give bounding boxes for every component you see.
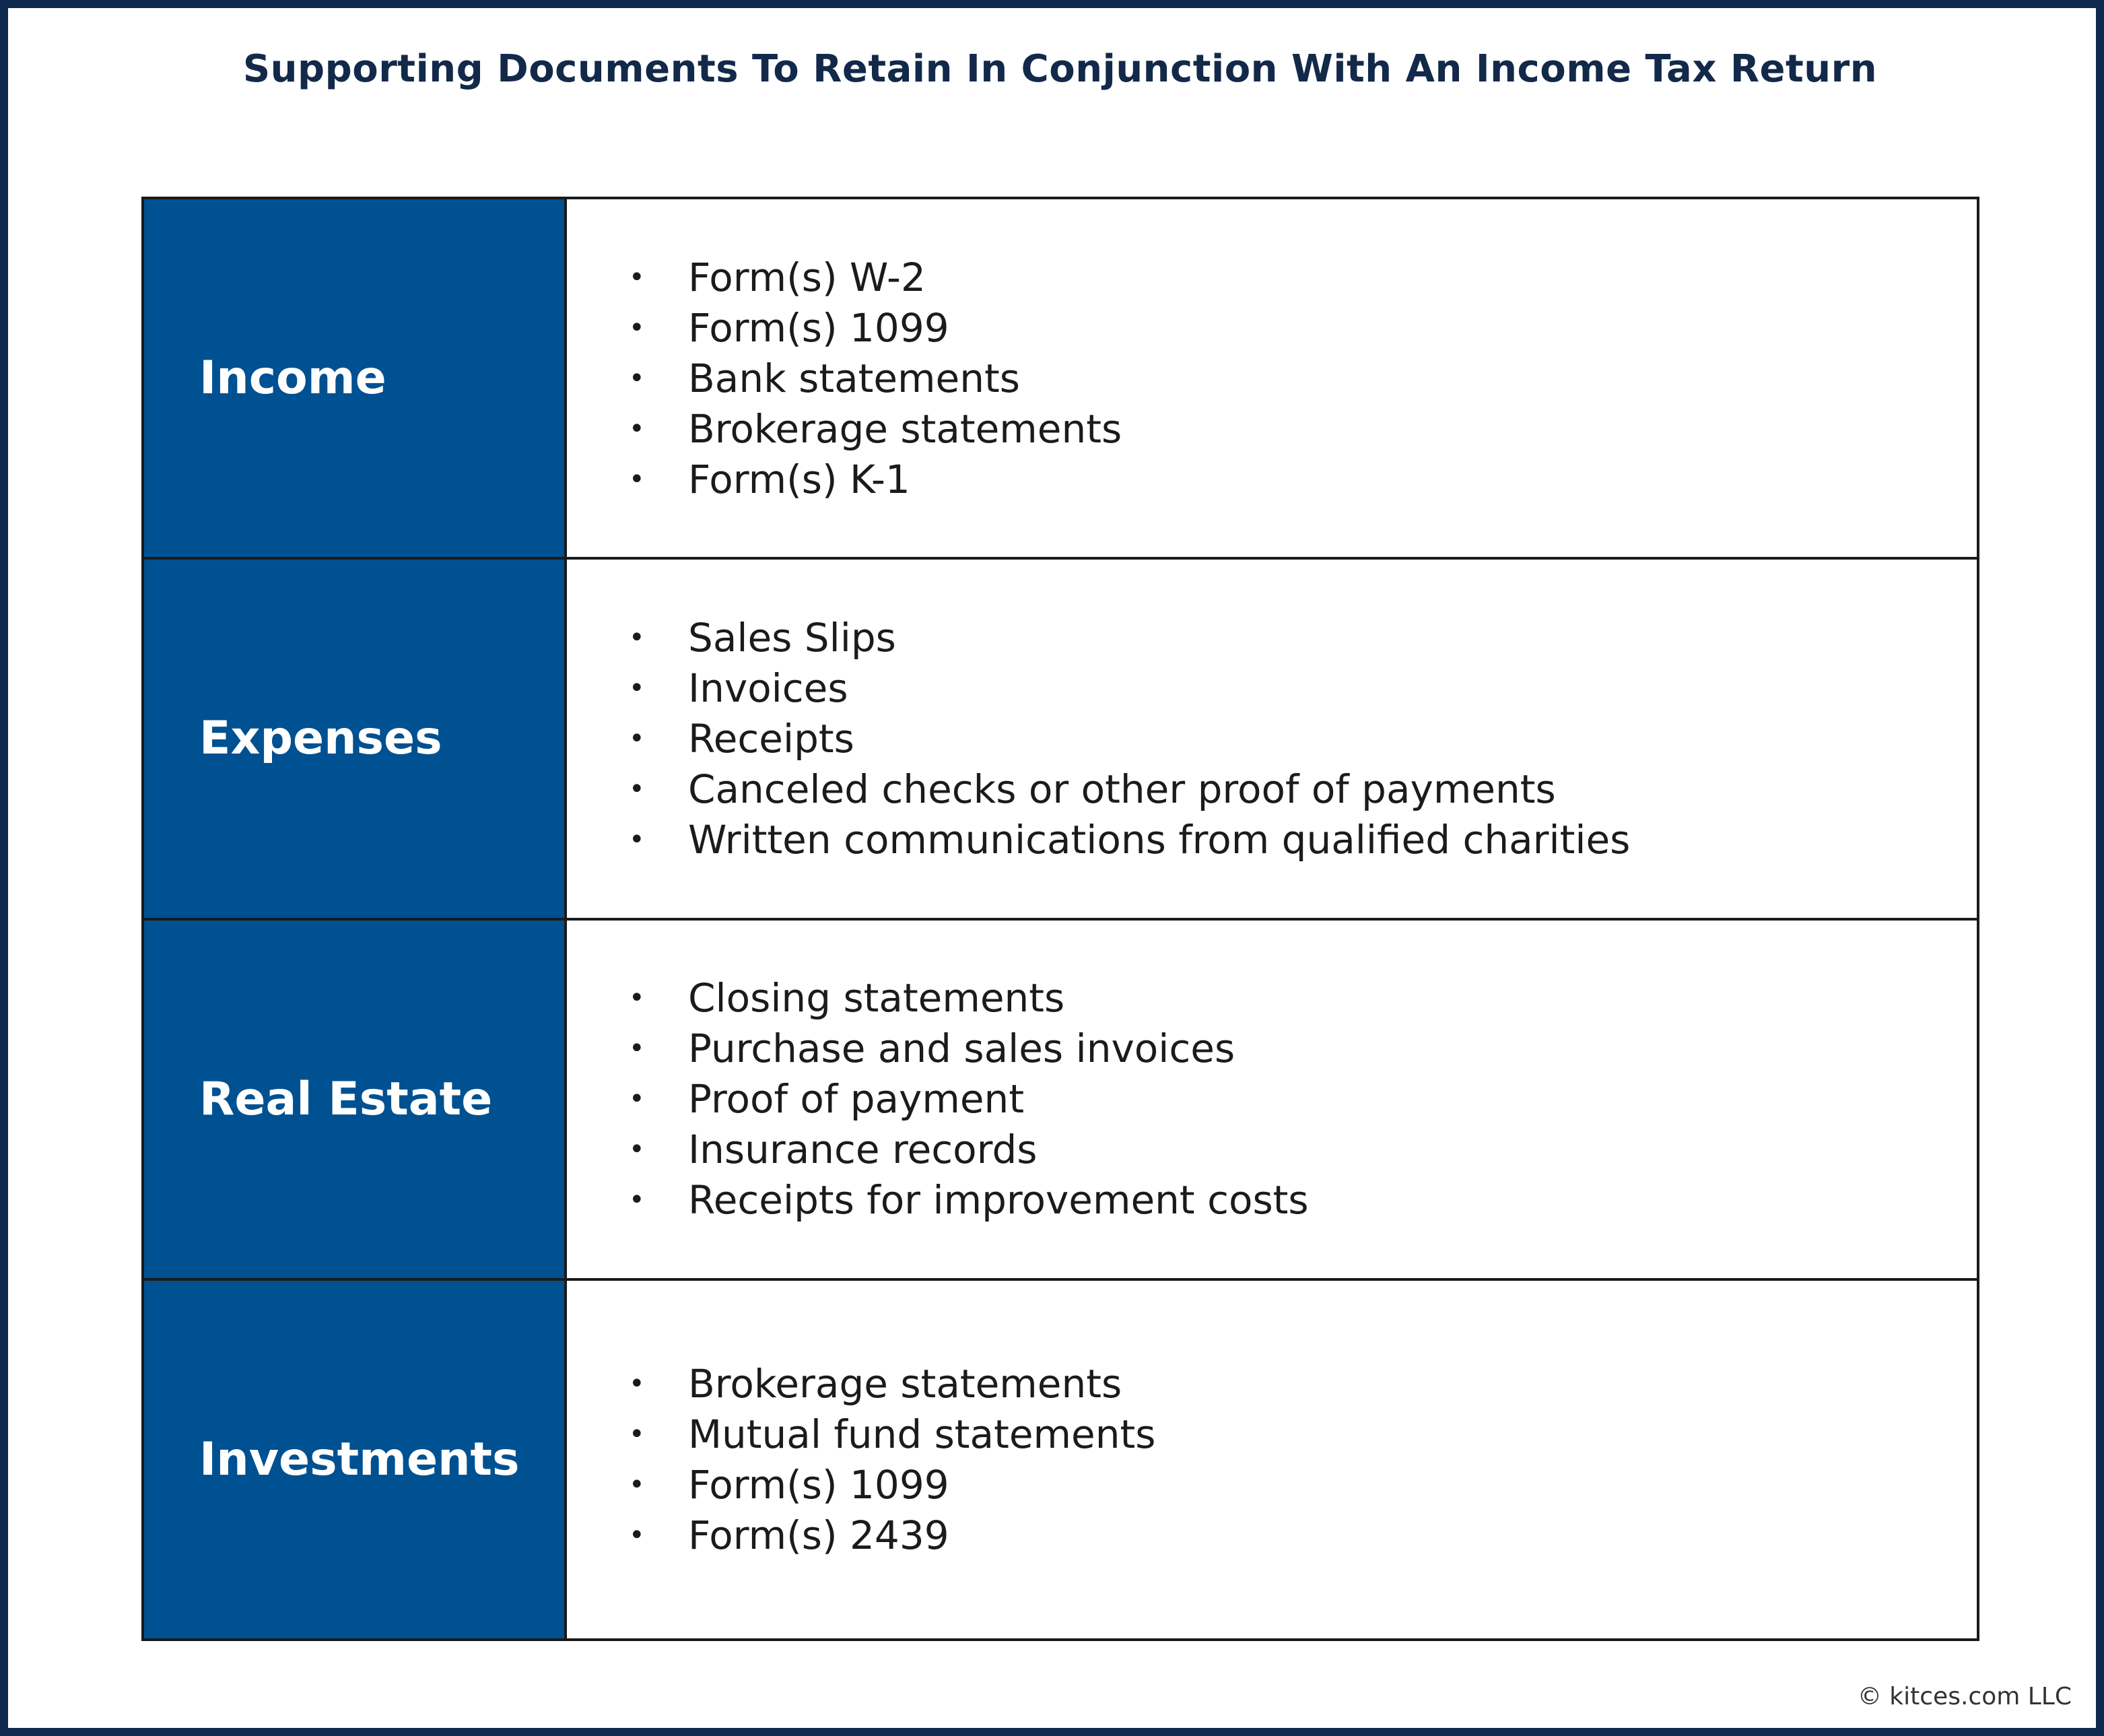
bullet-icon: • bbox=[629, 982, 645, 1014]
bullet-icon: • bbox=[629, 622, 645, 653]
bullet-icon: • bbox=[629, 413, 645, 444]
list-item: • Written communications from qualified c… bbox=[629, 814, 1630, 865]
list-item-text: Invoices bbox=[688, 665, 848, 711]
category-label: Real Estate bbox=[144, 920, 567, 1278]
list-item-text: Proof of payment bbox=[688, 1076, 1025, 1123]
category-label: Income bbox=[144, 199, 567, 558]
document-list: • Form(s) W-2 • Form(s) 1099 • Bank statement… bbox=[629, 252, 1122, 504]
list-item-text: Purchase and sales invoices bbox=[688, 1026, 1235, 1072]
list-item: • Closing statements bbox=[629, 973, 1309, 1024]
list-item-text: Form(s) K-1 bbox=[688, 456, 910, 502]
list-item-text: Form(s) 1099 bbox=[688, 1461, 949, 1508]
list-item: • Brokerage statements bbox=[629, 403, 1122, 454]
document-list: • Closing statements • Purchase and sales i… bbox=[629, 973, 1309, 1226]
list-item-text: Receipts for improvement costs bbox=[688, 1177, 1309, 1224]
list-item-text: Written communications from qualified ch… bbox=[688, 816, 1631, 863]
list-item: • Form(s) 1099 bbox=[629, 302, 1122, 353]
category-label: Expenses bbox=[144, 560, 567, 918]
document-list-cell: • Form(s) W-2 • Form(s) 1099 • Bank statement… bbox=[567, 199, 1977, 557]
list-item-text: Form(s) W-2 bbox=[688, 254, 926, 300]
list-item: • Form(s) W-2 bbox=[629, 252, 1122, 302]
bullet-icon: • bbox=[629, 672, 645, 704]
bullet-icon: • bbox=[629, 1033, 645, 1065]
list-item-text: Form(s) 2439 bbox=[688, 1512, 949, 1558]
bullet-icon: • bbox=[629, 1418, 645, 1450]
list-item: • Form(s) 2439 bbox=[629, 1510, 1155, 1560]
bullet-icon: • bbox=[629, 1083, 645, 1115]
list-item: • Mutual fund statements bbox=[629, 1409, 1155, 1459]
list-item: • Purchase and sales invoices bbox=[629, 1024, 1309, 1074]
bullet-icon: • bbox=[629, 1519, 645, 1551]
list-item: • Receipts for improvement costs bbox=[629, 1175, 1309, 1226]
list-item-text: Form(s) 1099 bbox=[688, 304, 949, 351]
bullet-icon: • bbox=[629, 773, 645, 805]
bullet-icon: • bbox=[629, 1184, 645, 1216]
list-item: • Receipts bbox=[629, 713, 1630, 764]
documents-table: Income • Form(s) W-2 • Form(s) 1099 • Bank sta… bbox=[141, 197, 1979, 1641]
bullet-icon: • bbox=[629, 723, 645, 754]
document-list: • Brokerage statements • Mutual fund statem… bbox=[629, 1358, 1155, 1560]
category-label: Investments bbox=[144, 1280, 567, 1638]
list-item-text: Insurance records bbox=[688, 1127, 1038, 1173]
list-item: • Insurance records bbox=[629, 1125, 1309, 1175]
list-item-text: Brokerage statements bbox=[688, 1360, 1122, 1407]
list-item: • Sales Slips bbox=[629, 612, 1630, 663]
document-list-cell: • Closing statements • Purchase and sales i… bbox=[567, 921, 1977, 1278]
document-list-cell: • Sales Slips • Invoices • Receipts • Canceled … bbox=[567, 560, 1977, 917]
document-list-cell: • Brokerage statements • Mutual fund statem… bbox=[567, 1281, 1977, 1638]
list-item: • Canceled checks or other proof of payme… bbox=[629, 764, 1630, 814]
table-row: Real Estate • Closing statements • Purchase … bbox=[144, 917, 1977, 1278]
list-item: • Proof of payment bbox=[629, 1074, 1309, 1125]
document-list: • Sales Slips • Invoices • Receipts • Canceled … bbox=[629, 612, 1630, 865]
bullet-icon: • bbox=[629, 1469, 645, 1500]
list-item-text: Brokerage statements bbox=[688, 405, 1122, 452]
list-item: • Form(s) 1099 bbox=[629, 1459, 1155, 1510]
list-item-text: Closing statements bbox=[688, 975, 1065, 1022]
copyright-footer: © kitces.com LLC bbox=[1857, 1683, 2072, 1710]
list-item: • Form(s) K-1 bbox=[629, 454, 1122, 504]
bullet-icon: • bbox=[629, 362, 645, 394]
bullet-icon: • bbox=[629, 824, 645, 855]
list-item-text: Mutual fund statements bbox=[688, 1411, 1156, 1457]
table-row: Expenses • Sales Slips • Invoices • Receipts • C… bbox=[144, 557, 1977, 918]
table-row: Income • Form(s) W-2 • Form(s) 1099 • Bank sta… bbox=[144, 199, 1977, 558]
bullet-icon: • bbox=[629, 463, 645, 495]
bullet-icon: • bbox=[629, 312, 645, 343]
list-item-text: Bank statements bbox=[688, 355, 1020, 401]
page-title: Supporting Documents To Retain In Conjun… bbox=[242, 47, 1878, 91]
bullet-icon: • bbox=[629, 1368, 645, 1399]
table-row: Investments • Brokerage statements • Mutual … bbox=[144, 1277, 1977, 1638]
list-item-text: Sales Slips bbox=[688, 614, 896, 661]
list-item: • Brokerage statements bbox=[629, 1358, 1155, 1409]
list-item-text: Canceled checks or other proof of paymen… bbox=[688, 766, 1556, 812]
bullet-icon: • bbox=[629, 261, 645, 293]
list-item-text: Receipts bbox=[688, 715, 854, 762]
list-item: • Bank statements bbox=[629, 353, 1122, 403]
list-item: • Invoices bbox=[629, 663, 1630, 713]
bullet-icon: • bbox=[629, 1134, 645, 1166]
